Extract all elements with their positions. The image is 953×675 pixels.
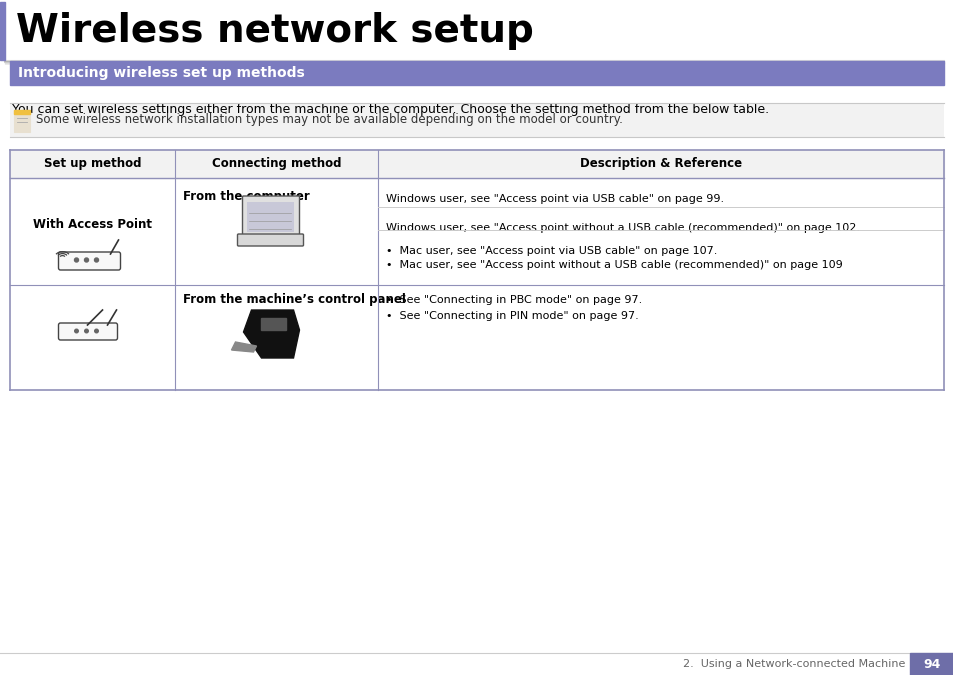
- Bar: [0, 2, 5, 60]
- Bar: [10, 61, 943, 85]
- FancyBboxPatch shape: [58, 323, 117, 340]
- Text: •  See "Connecting in PIN mode" on page 97.: • See "Connecting in PIN mode" on page 9…: [386, 311, 639, 321]
- Text: 94: 94: [923, 657, 940, 670]
- Bar: [14, 110, 30, 114]
- Circle shape: [85, 329, 89, 333]
- Text: From the machine’s control panel: From the machine’s control panel: [183, 293, 405, 306]
- Circle shape: [74, 329, 78, 333]
- Bar: [909, 653, 953, 675]
- Text: Set up method: Set up method: [44, 157, 141, 171]
- Circle shape: [85, 258, 89, 262]
- Circle shape: [94, 258, 98, 262]
- FancyBboxPatch shape: [237, 234, 303, 246]
- Text: With Access Point: With Access Point: [33, 219, 152, 232]
- Text: Windows user, see "Access point without a USB cable (recommended)" on page 102.: Windows user, see "Access point without …: [386, 223, 859, 233]
- Text: From the computer: From the computer: [183, 190, 310, 203]
- Text: Connecting method: Connecting method: [212, 157, 341, 171]
- Bar: [10, 103, 943, 137]
- Text: •  See "Connecting in PBC mode" on page 97.: • See "Connecting in PBC mode" on page 9…: [386, 295, 641, 305]
- FancyBboxPatch shape: [58, 252, 120, 270]
- Text: •  Mac user, see "Access point via USB cable" on page 107.: • Mac user, see "Access point via USB ca…: [386, 246, 717, 256]
- Text: Description & Reference: Description & Reference: [579, 157, 741, 171]
- Bar: [10, 150, 943, 178]
- Text: Windows user, see "Access point via USB cable" on page 99.: Windows user, see "Access point via USB …: [386, 194, 723, 204]
- Bar: [261, 318, 286, 330]
- FancyBboxPatch shape: [14, 110, 30, 132]
- Circle shape: [94, 329, 98, 333]
- Polygon shape: [243, 310, 299, 358]
- Text: Wireless network setup: Wireless network setup: [16, 12, 534, 50]
- Text: You can set wireless settings either from the machine or the computer. Choose th: You can set wireless settings either fro…: [12, 103, 768, 116]
- FancyBboxPatch shape: [242, 196, 299, 236]
- Text: Introducing wireless set up methods: Introducing wireless set up methods: [18, 66, 304, 80]
- Circle shape: [74, 258, 78, 262]
- Polygon shape: [232, 342, 256, 352]
- Text: 2.  Using a Network-connected Machine: 2. Using a Network-connected Machine: [682, 659, 904, 669]
- Bar: [247, 202, 294, 232]
- Text: Some wireless network installation types may not be available depending on the m: Some wireless network installation types…: [36, 113, 622, 126]
- Text: •  Mac user, see "Access point without a USB cable (recommended)" on page 109: • Mac user, see "Access point without a …: [386, 260, 841, 270]
